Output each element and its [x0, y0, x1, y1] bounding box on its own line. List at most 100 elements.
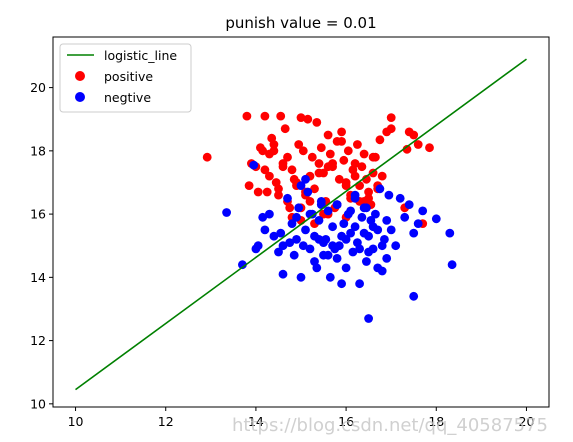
positive-point — [312, 118, 322, 127]
negtive-point — [395, 193, 405, 203]
y-tick-label: 14 — [30, 270, 46, 285]
positive-point — [359, 149, 369, 159]
negtive-point — [348, 247, 358, 257]
y-tick-label: 16 — [30, 207, 46, 222]
negtive-point — [303, 187, 313, 197]
negtive-point — [301, 174, 310, 184]
negtive-point — [418, 206, 428, 216]
negtive-point — [269, 231, 279, 241]
positive-point — [310, 184, 319, 194]
positive-point — [307, 152, 317, 162]
x-tick-label: 16 — [338, 414, 354, 429]
legend-positive-marker — [75, 71, 85, 81]
negtive-point — [371, 209, 380, 219]
positive-point — [202, 152, 212, 162]
negtive-point — [316, 200, 326, 210]
positive-point — [242, 111, 252, 121]
watermark: https://blog.csdn.net/qq_40587575 — [232, 415, 548, 436]
negtive-point — [337, 279, 346, 289]
positive-point — [244, 181, 254, 191]
positive-point — [343, 146, 353, 156]
positive-point — [339, 155, 349, 165]
positive-point — [350, 171, 360, 181]
chart-title: punish value = 0.01 — [225, 14, 376, 32]
negtive-point — [334, 241, 344, 251]
negtive-point — [301, 225, 310, 235]
negtive-point — [251, 244, 261, 254]
positive-point — [262, 187, 272, 197]
x-tick-label: 14 — [248, 414, 264, 429]
negtive-point — [292, 235, 301, 244]
negtive-point — [314, 216, 324, 225]
negtive-point — [276, 228, 286, 238]
positive-point — [413, 140, 423, 149]
negtive-point — [310, 257, 319, 266]
negtive-point — [362, 203, 371, 213]
y-tick-label: 12 — [30, 333, 46, 348]
logistic-line-layer — [75, 58, 527, 391]
positive-point — [355, 181, 364, 191]
negtive-point — [305, 244, 315, 254]
positive-point — [364, 193, 373, 203]
negtive-point — [382, 216, 392, 225]
positive-point — [287, 165, 297, 175]
plot-area: 10 12 14 16 18 20 10 12 14 16 18 20 — [30, 36, 550, 429]
x-tick-label: 12 — [158, 414, 174, 429]
negtive-point — [384, 190, 394, 200]
positive-point — [364, 187, 373, 197]
positive-point — [314, 159, 324, 168]
negtive-point — [249, 160, 259, 170]
negtive-point — [359, 228, 369, 238]
negtive-point — [260, 225, 270, 235]
negtive-point — [375, 184, 385, 194]
positive-point — [296, 113, 306, 122]
y-tick-label: 20 — [30, 80, 46, 95]
positive-point — [276, 111, 286, 121]
logistic-line — [75, 58, 527, 391]
negtive-point — [409, 228, 419, 238]
legend-box — [59, 43, 192, 113]
negtive-point — [373, 263, 383, 273]
positive-point — [377, 171, 387, 181]
negtive-point — [350, 222, 360, 232]
positive-point — [368, 152, 378, 162]
negtive-point — [391, 241, 401, 251]
positive-point — [328, 159, 337, 168]
positive-point — [298, 146, 308, 156]
positive-point — [274, 184, 283, 194]
negtive-point — [278, 269, 288, 279]
positive-point — [260, 165, 270, 175]
positive-point — [409, 130, 419, 140]
positive-point — [375, 135, 385, 145]
negtive-point — [332, 200, 342, 210]
positive-point — [269, 140, 279, 149]
negtive-point — [431, 214, 441, 224]
negtive-point — [332, 254, 342, 263]
series-negtive — [222, 160, 457, 323]
positive-point — [337, 127, 346, 137]
positive-point — [260, 111, 270, 121]
positive-point — [265, 171, 274, 181]
negtive-point — [222, 208, 232, 217]
positive-point — [350, 159, 360, 168]
negtive-point — [377, 241, 387, 251]
y-axis: 10 12 14 16 18 20 — [30, 80, 53, 411]
positive-point — [283, 152, 292, 162]
negtive-point — [341, 263, 351, 273]
negtive-point — [296, 181, 306, 191]
x-tick-label: 18 — [428, 414, 444, 429]
negtive-point — [285, 238, 295, 248]
positive-point — [305, 197, 315, 206]
positive-point — [425, 143, 434, 153]
y-tick-label: 18 — [30, 143, 46, 158]
negtive-point — [294, 203, 304, 213]
negtive-point — [445, 228, 455, 238]
negtive-point — [355, 279, 364, 289]
positive-point — [314, 168, 324, 178]
negtive-point — [319, 238, 328, 248]
negtive-point — [413, 219, 423, 229]
scatter-series — [202, 111, 457, 323]
negtive-point — [265, 209, 274, 219]
positive-point — [253, 187, 263, 197]
